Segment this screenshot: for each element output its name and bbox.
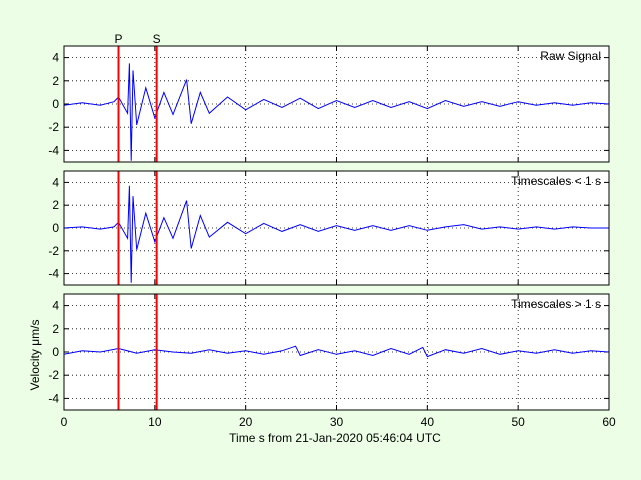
panel-annotation: Timescales < 1 s — [511, 174, 601, 188]
y-tick-label: -2 — [48, 368, 59, 382]
panel-1: 4 2 0 -2 -4 P S Raw Signal — [48, 32, 610, 163]
y-axis-label: Velocity μm/s — [28, 320, 42, 391]
x-tick-label: 60 — [602, 415, 616, 429]
panel-2: 4 2 0 -2 -4 Timescales < 1 s — [48, 170, 610, 286]
y-tick-label: -4 — [48, 391, 59, 405]
y-tick-label: 4 — [52, 299, 59, 313]
plot-frame — [63, 293, 610, 411]
y-tick-label: 2 — [52, 74, 59, 88]
series-line-1 — [63, 185, 609, 283]
x-tick-label: 40 — [421, 415, 435, 429]
y-tick-label: 2 — [52, 198, 59, 212]
y-tick-label: 4 — [52, 175, 59, 189]
x-tick-label: 30 — [330, 415, 344, 429]
y-tick-label: 0 — [52, 345, 59, 359]
y-tick-label: -4 — [48, 267, 59, 281]
y-tick-label: 4 — [52, 51, 59, 65]
x-axis-label: Time s from 21-Jan-2020 05:46:04 UTC — [229, 431, 441, 445]
x-tick-label: 50 — [511, 415, 525, 429]
phase-marker-label: P — [114, 32, 122, 46]
plot-frame — [63, 45, 610, 163]
x-tick-label: 20 — [239, 415, 253, 429]
series-line-1 — [63, 345, 610, 358]
phase-marker-label: S — [153, 32, 161, 46]
x-tick-label: 0 — [61, 415, 68, 429]
y-tick-label: -4 — [48, 143, 59, 157]
panel-annotation: Timescales > 1 s — [511, 297, 601, 311]
y-tick-label: -2 — [48, 120, 59, 134]
series-line-1 — [63, 63, 610, 161]
x-tick-label: 10 — [148, 415, 162, 429]
y-tick-label: -2 — [48, 244, 59, 258]
y-tick-label: 0 — [52, 221, 59, 235]
panel-annotation: Raw Signal — [540, 49, 601, 63]
y-tick-label: 0 — [52, 97, 59, 111]
plot-frame — [63, 170, 610, 286]
y-tick-label: 2 — [52, 322, 59, 336]
